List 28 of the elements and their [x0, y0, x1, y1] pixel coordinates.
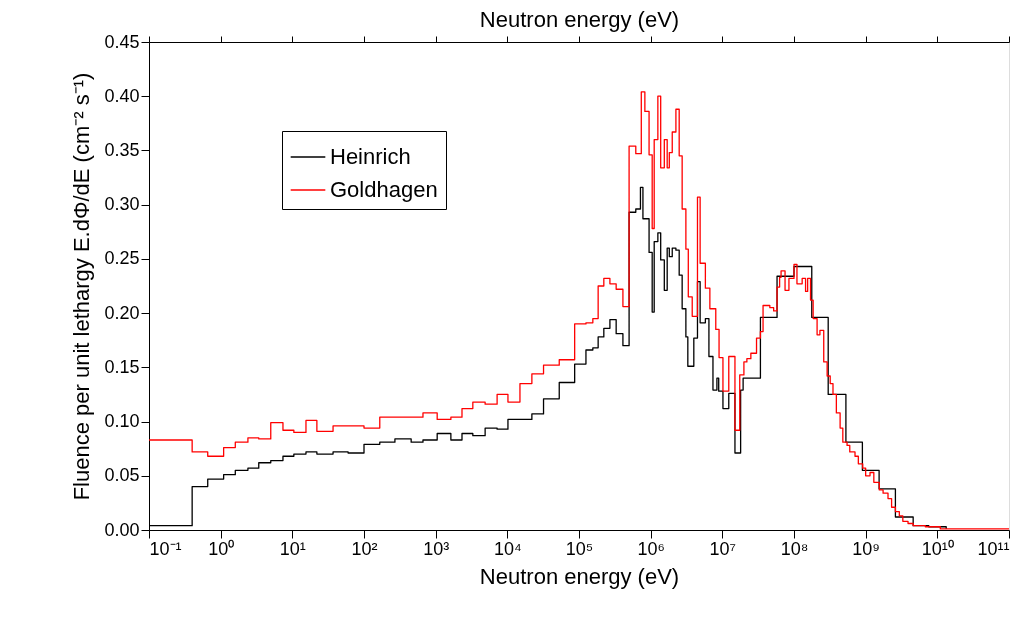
y-axis-title: Fluence per unit lethargy E.dΦ/dE (cm⁻² s⁻¹): [69, 72, 95, 501]
x-tick-label: 10⁷: [709, 538, 737, 559]
y-tick-label: 0.25: [104, 248, 140, 269]
x-tick-label: 10¹⁰: [921, 538, 954, 559]
y-tick-label: 0.20: [104, 302, 140, 323]
x-tick-label: 10¹¹: [977, 538, 1010, 559]
y-tick-label: 0.00: [104, 519, 140, 540]
x-tick-label: 10³: [423, 538, 450, 559]
x-tick-label: 10⁴: [493, 538, 522, 559]
y-tick-label: 0.45: [104, 31, 140, 52]
x-tick-label: 10⁵: [565, 538, 594, 559]
legend-label: Heinrich: [330, 144, 411, 169]
x-tick-label: 10⁶: [637, 538, 665, 559]
y-tick-label: 0.15: [104, 356, 140, 377]
x-tick-label: 10⁰: [208, 538, 235, 559]
legend-label: Goldhagen: [330, 177, 438, 202]
y-tick-label: 0.10: [104, 411, 140, 432]
x-axis-title: Neutron energy (eV): [479, 563, 680, 589]
x-tick-label: 10²: [351, 538, 378, 559]
y-tick-label: 0.35: [104, 139, 140, 160]
x-tick-label: 10⁻¹: [149, 538, 182, 559]
y-tick-label: 0.40: [104, 85, 140, 106]
y-tick-label: 0.05: [104, 465, 140, 486]
y-tick-label: 0.30: [104, 194, 140, 215]
x-tick-label: 10⁹: [852, 538, 881, 559]
x2-axis-title: Neutron energy (eV): [479, 7, 680, 32]
x-tick-label: 10¹: [279, 538, 306, 559]
x-tick-label: 10⁸: [780, 538, 809, 559]
